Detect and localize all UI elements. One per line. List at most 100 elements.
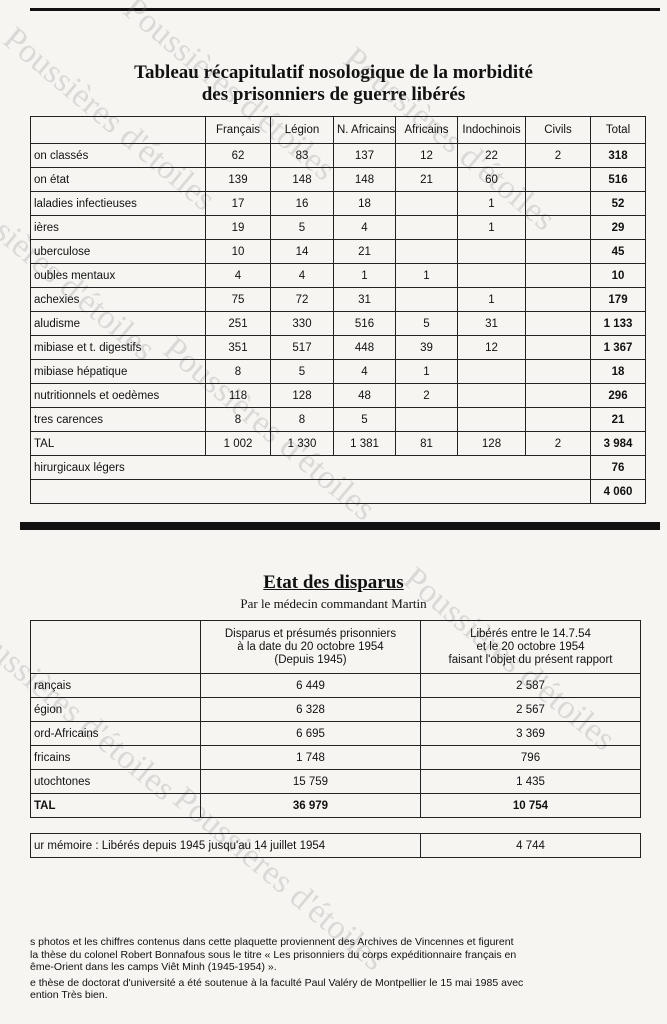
footnotes: s photos et les chiffres contenus dans c… (30, 936, 650, 1002)
cell: 8 (270, 407, 334, 432)
cell: 45 (590, 239, 646, 264)
cell: 796 (420, 745, 641, 770)
cell: 12 (457, 335, 526, 360)
header-cell: Français (205, 116, 271, 144)
cell: 6 328 (200, 697, 421, 722)
header-line: et le 20 octobre 1954 (476, 640, 585, 653)
cell (395, 215, 458, 240)
cell (457, 263, 526, 288)
cell: 2 (525, 431, 591, 456)
cell: 15 759 (200, 769, 421, 794)
row-label: fricains (30, 745, 201, 770)
row: hirurgicaux légers 76 (30, 455, 646, 480)
row-label: oubles mentaux (30, 263, 206, 288)
separator-band (20, 522, 660, 530)
cell: 516 (590, 167, 646, 192)
cell: 5 (270, 215, 334, 240)
footnote-line: s photos et les chiffres contenus dans c… (30, 936, 514, 948)
header-cell: Légion (270, 116, 334, 144)
header-line: à la date du 20 octobre 1954 (237, 640, 384, 653)
cell (525, 407, 591, 432)
row: laladies infectieuses 17 16 18 1 52 (30, 191, 646, 216)
cell: 22 (457, 143, 526, 168)
header-row: Français Légion N. Africains Africains Indoc… (30, 116, 646, 144)
row-label: rançais (30, 673, 201, 698)
row: rançais 6 449 2 587 (30, 673, 641, 698)
cell: 6 695 (200, 721, 421, 746)
header-line: Libérés entre le 14.7.54 (470, 627, 591, 640)
cell (525, 215, 591, 240)
header-line: (Depuis 1945) (274, 653, 347, 666)
cell: 1 002 (205, 431, 271, 456)
cell: 148 (333, 167, 396, 192)
footnote-line: ême-Orient dans les camps Viêt Minh (194… (30, 961, 277, 973)
row-label: uberculose (30, 239, 206, 264)
cell: 4 (333, 215, 396, 240)
cell: 5 (395, 311, 458, 336)
cell (395, 239, 458, 264)
cell: 10 (590, 263, 646, 288)
cell: 16 (270, 191, 334, 216)
row: TAL 1 002 1 330 1 381 81 128 2 3 984 (30, 431, 646, 456)
cell: 18 (333, 191, 396, 216)
cell: 83 (270, 143, 334, 168)
cell: 118 (205, 383, 271, 408)
header-cell: Total (590, 116, 646, 144)
table2-subtitle: Par le médecin commandant Martin (240, 596, 427, 611)
cell: 52 (590, 191, 646, 216)
cell (525, 335, 591, 360)
row: nutritionnels et oedèmes 118 128 48 2 296 (30, 383, 646, 408)
row-label: nutritionnels et oedèmes (30, 383, 206, 408)
cell: 1 748 (200, 745, 421, 770)
row-label: on classés (30, 143, 206, 168)
cell: 21 (395, 167, 458, 192)
header-cell: Africains (395, 116, 458, 144)
row: ières 19 5 4 1 29 (30, 215, 646, 240)
row-label: utochtones (30, 769, 201, 794)
cell: 2 587 (420, 673, 641, 698)
cell (525, 359, 591, 384)
cell: 81 (395, 431, 458, 456)
row: mibiase hépatique 8 5 4 1 18 (30, 359, 646, 384)
cell (395, 407, 458, 432)
row: utochtones 15 759 1 435 (30, 769, 641, 794)
cell (457, 359, 526, 384)
cell: 1 (457, 191, 526, 216)
cell: 4 (270, 263, 334, 288)
cell: 76 (590, 455, 646, 480)
cell: 48 (333, 383, 396, 408)
row-label: hirurgicaux légers (30, 455, 591, 480)
row-label: on état (30, 167, 206, 192)
cell: 31 (333, 287, 396, 312)
row-label: ières (30, 215, 206, 240)
cell: 3 369 (420, 721, 641, 746)
cell: 251 (205, 311, 271, 336)
row: oubles mentaux 4 4 1 1 10 (30, 263, 646, 288)
cell: 18 (590, 359, 646, 384)
cell (525, 239, 591, 264)
cell: 2 567 (420, 697, 641, 722)
cell: 517 (270, 335, 334, 360)
missing-table: Disparus et présumés prisonniers à la dat… (30, 620, 641, 818)
row-label: égion (30, 697, 201, 722)
row: on état 139 148 148 21 60 516 (30, 167, 646, 192)
cell: 62 (205, 143, 271, 168)
cell: 2 (525, 143, 591, 168)
footnote-line: ention Très bien. (30, 989, 108, 1001)
header-line: Disparus et présumés prisonniers (224, 627, 397, 640)
header-cell: Libérés entre le 14.7.54 et le 20 octobre… (420, 620, 641, 674)
cell: 2 (395, 383, 458, 408)
row-label: TAL (30, 793, 201, 818)
header-cell (30, 620, 201, 674)
table2-title: Etat des disparus (263, 572, 404, 593)
cell: 12 (395, 143, 458, 168)
row-label: aludisme (30, 311, 206, 336)
row-label: mibiase et t. digestifs (30, 335, 206, 360)
row: achexies 75 72 31 1 179 (30, 287, 646, 312)
memo-table: ur mémoire : Libérés depuis 1945 jusqu'a… (30, 833, 641, 858)
cell: 448 (333, 335, 396, 360)
row: mibiase et t. digestifs 351 517 448 39 12 1 36… (30, 335, 646, 360)
top-rule (30, 8, 660, 11)
cell: 128 (457, 431, 526, 456)
